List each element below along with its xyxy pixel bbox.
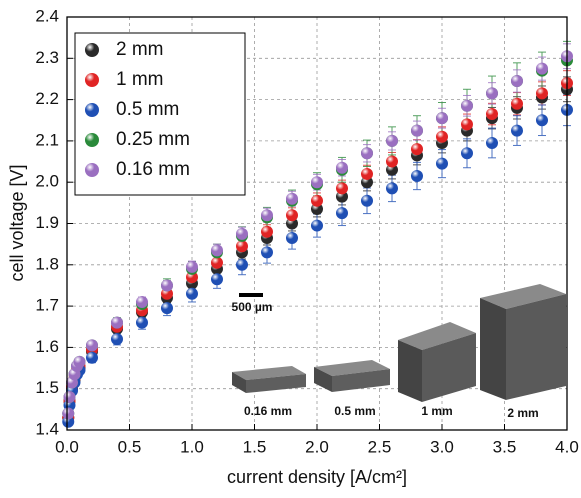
- y-tick-label: 2.1: [35, 130, 59, 149]
- point: [311, 220, 323, 232]
- legend-marker: [85, 43, 99, 57]
- x-tick-label: 2.5: [368, 437, 392, 456]
- point: [511, 125, 523, 137]
- point: [74, 356, 86, 368]
- x-tick-label: 1.0: [180, 437, 204, 456]
- point: [311, 176, 323, 188]
- point: [161, 302, 173, 314]
- legend-label: 0.25 mm: [116, 129, 190, 150]
- point: [211, 273, 223, 285]
- legend-label: 1 mm: [116, 69, 164, 90]
- legend-label: 2 mm: [116, 39, 164, 60]
- legend-marker: [85, 103, 99, 117]
- y-tick-label: 1.5: [35, 378, 59, 397]
- y-tick-label: 2.0: [35, 172, 59, 191]
- y-tick-label: 2.3: [35, 48, 59, 67]
- point: [386, 182, 398, 194]
- point: [236, 240, 248, 252]
- chart: 500 µm 0.16 mm 0.5 mm 1 mm 2 mm cell vol…: [0, 0, 581, 493]
- y-tick-label: 1.6: [35, 337, 59, 356]
- point: [136, 317, 148, 329]
- point: [461, 100, 473, 112]
- point: [236, 228, 248, 240]
- x-tick-label: 3.5: [493, 437, 517, 456]
- point: [62, 407, 74, 419]
- point: [111, 333, 123, 345]
- inset-images: 500 µm 0.16 mm 0.5 mm 1 mm 2 mm: [232, 284, 566, 420]
- point: [411, 125, 423, 137]
- point: [461, 118, 473, 130]
- point: [336, 182, 348, 194]
- sample-side: [398, 340, 422, 402]
- sample-side: [480, 298, 506, 400]
- point: [511, 98, 523, 110]
- point: [536, 87, 548, 99]
- point: [186, 288, 198, 300]
- y-tick-label: 1.8: [35, 254, 59, 273]
- point: [386, 135, 398, 147]
- point: [361, 147, 373, 159]
- legend-label: 0.5 mm: [116, 99, 179, 120]
- legend-marker: [85, 133, 99, 147]
- point: [136, 296, 148, 308]
- point: [536, 114, 548, 126]
- point: [286, 232, 298, 244]
- x-tick-label: 1.5: [243, 437, 267, 456]
- point: [211, 257, 223, 269]
- y-tick-label: 2.4: [35, 6, 59, 25]
- y-tick-label: 2.2: [35, 89, 59, 108]
- x-tick-label: 0.0: [55, 437, 79, 456]
- point: [186, 261, 198, 273]
- point: [336, 207, 348, 219]
- point: [86, 339, 98, 351]
- point: [261, 246, 273, 258]
- scale-bar-label: 500 µm: [232, 300, 273, 314]
- point: [336, 162, 348, 174]
- point: [311, 195, 323, 207]
- point: [261, 209, 273, 221]
- point: [211, 244, 223, 256]
- point: [236, 259, 248, 271]
- point: [286, 193, 298, 205]
- y-tick-label: 1.9: [35, 213, 59, 232]
- sample-label: 1 mm: [421, 404, 452, 418]
- x-tick-label: 2.0: [305, 437, 329, 456]
- x-tick-label: 4.0: [555, 437, 579, 456]
- x-axis-label: current density [A/cm²]: [227, 467, 407, 487]
- point: [436, 131, 448, 143]
- point: [486, 87, 498, 99]
- point: [111, 317, 123, 329]
- legend-marker: [85, 73, 99, 87]
- sample-front: [506, 294, 566, 400]
- point: [511, 75, 523, 87]
- point: [161, 279, 173, 291]
- point: [461, 147, 473, 159]
- point: [411, 170, 423, 182]
- sample-label: 2 mm: [507, 406, 538, 420]
- point: [436, 158, 448, 170]
- point: [486, 108, 498, 120]
- legend-marker: [85, 163, 99, 177]
- point: [386, 156, 398, 168]
- y-tick-label: 1.4: [35, 419, 59, 438]
- point: [486, 137, 498, 149]
- y-axis-label: cell voltage [V]: [7, 164, 27, 281]
- point: [361, 195, 373, 207]
- point: [361, 168, 373, 180]
- sample-label: 0.16 mm: [244, 404, 292, 418]
- point: [536, 63, 548, 75]
- point: [286, 209, 298, 221]
- x-tick-label: 3.0: [430, 437, 454, 456]
- point: [261, 226, 273, 238]
- y-tick-label: 1.7: [35, 296, 59, 315]
- point: [64, 391, 76, 403]
- x-tick-label: 0.5: [118, 437, 142, 456]
- point: [436, 112, 448, 124]
- sample-label: 0.5 mm: [334, 404, 375, 418]
- legend-label: 0.16 mm: [116, 159, 190, 180]
- point: [86, 352, 98, 364]
- point: [411, 143, 423, 155]
